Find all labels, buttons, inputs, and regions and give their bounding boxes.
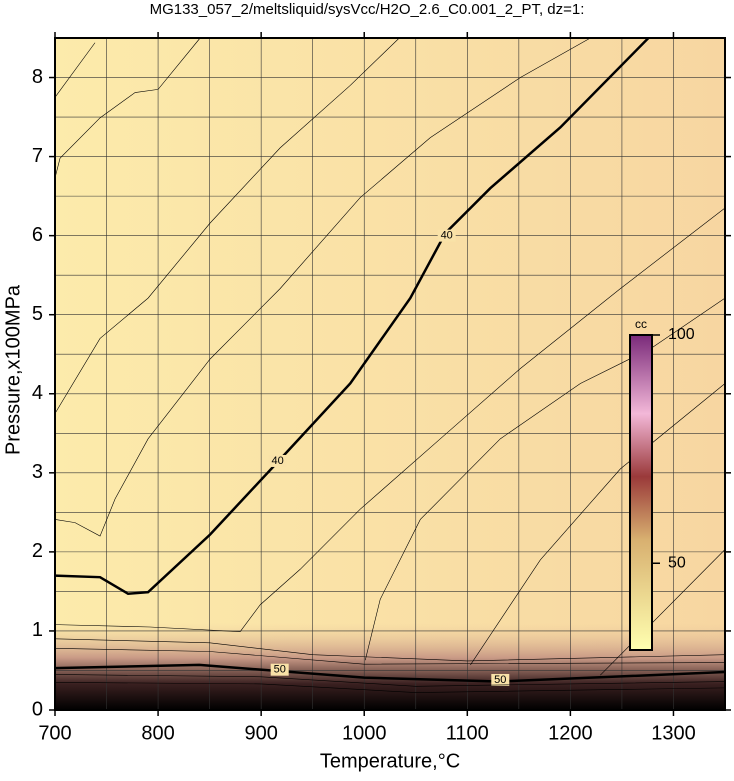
x-tick-label: 1100 bbox=[446, 722, 489, 744]
contour-label: 40 bbox=[441, 230, 453, 242]
contour-line bbox=[54, 37, 650, 596]
contour-line bbox=[600, 549, 726, 676]
contour-line bbox=[54, 663, 726, 683]
plot-frame bbox=[54, 37, 726, 711]
y-tick-label: 4 bbox=[32, 382, 43, 404]
y-tick-label: 3 bbox=[32, 461, 43, 483]
x-tick-label: 900 bbox=[244, 722, 277, 744]
x-tick-label: 1300 bbox=[651, 722, 696, 744]
chart-title: MG133_057_2/meltsliquid/sysVcc/H2O_2.6_C… bbox=[150, 1, 585, 18]
colorbar bbox=[629, 334, 653, 651]
y-tick-label: 5 bbox=[32, 303, 43, 325]
contour-line bbox=[54, 648, 726, 665]
x-tick-label: 700 bbox=[38, 722, 71, 744]
y-axis-label: Pressure,x100MPa bbox=[2, 284, 24, 455]
contour-line bbox=[54, 674, 726, 687]
contour-line bbox=[54, 37, 201, 179]
y-tick-label: 6 bbox=[32, 224, 43, 246]
contour-line bbox=[54, 37, 591, 537]
contour-line bbox=[54, 37, 400, 414]
contour-label-bg bbox=[491, 673, 510, 686]
contour-label: 50 bbox=[494, 674, 506, 686]
contour-label: 40 bbox=[272, 455, 284, 467]
x-axis-label: Temperature,°C bbox=[320, 750, 460, 772]
x-tick-label: 1200 bbox=[548, 722, 593, 744]
y-tick-label: 2 bbox=[32, 540, 43, 562]
contour-line bbox=[54, 42, 96, 98]
contour-line bbox=[54, 638, 726, 662]
x-tick-label: 1000 bbox=[342, 722, 387, 744]
contour-label-bg bbox=[437, 229, 456, 242]
contour-label-bg bbox=[270, 663, 289, 676]
colorbar-tick-label: 100 bbox=[668, 326, 695, 343]
colorbar-label: cc bbox=[635, 317, 647, 331]
y-tick-label: 8 bbox=[32, 66, 43, 88]
contour-label-bg bbox=[268, 454, 287, 467]
y-tick-label: 0 bbox=[32, 698, 43, 720]
contour-line bbox=[470, 383, 726, 666]
contour-line bbox=[54, 207, 726, 633]
y-tick-label: 7 bbox=[32, 145, 43, 167]
contour-line bbox=[54, 682, 726, 693]
contour-label: 50 bbox=[274, 664, 286, 676]
y-tick-label: 1 bbox=[32, 619, 43, 641]
colorbar-tick-label: 50 bbox=[668, 554, 686, 571]
x-tick-label: 800 bbox=[141, 722, 174, 744]
plot-background bbox=[55, 38, 725, 710]
